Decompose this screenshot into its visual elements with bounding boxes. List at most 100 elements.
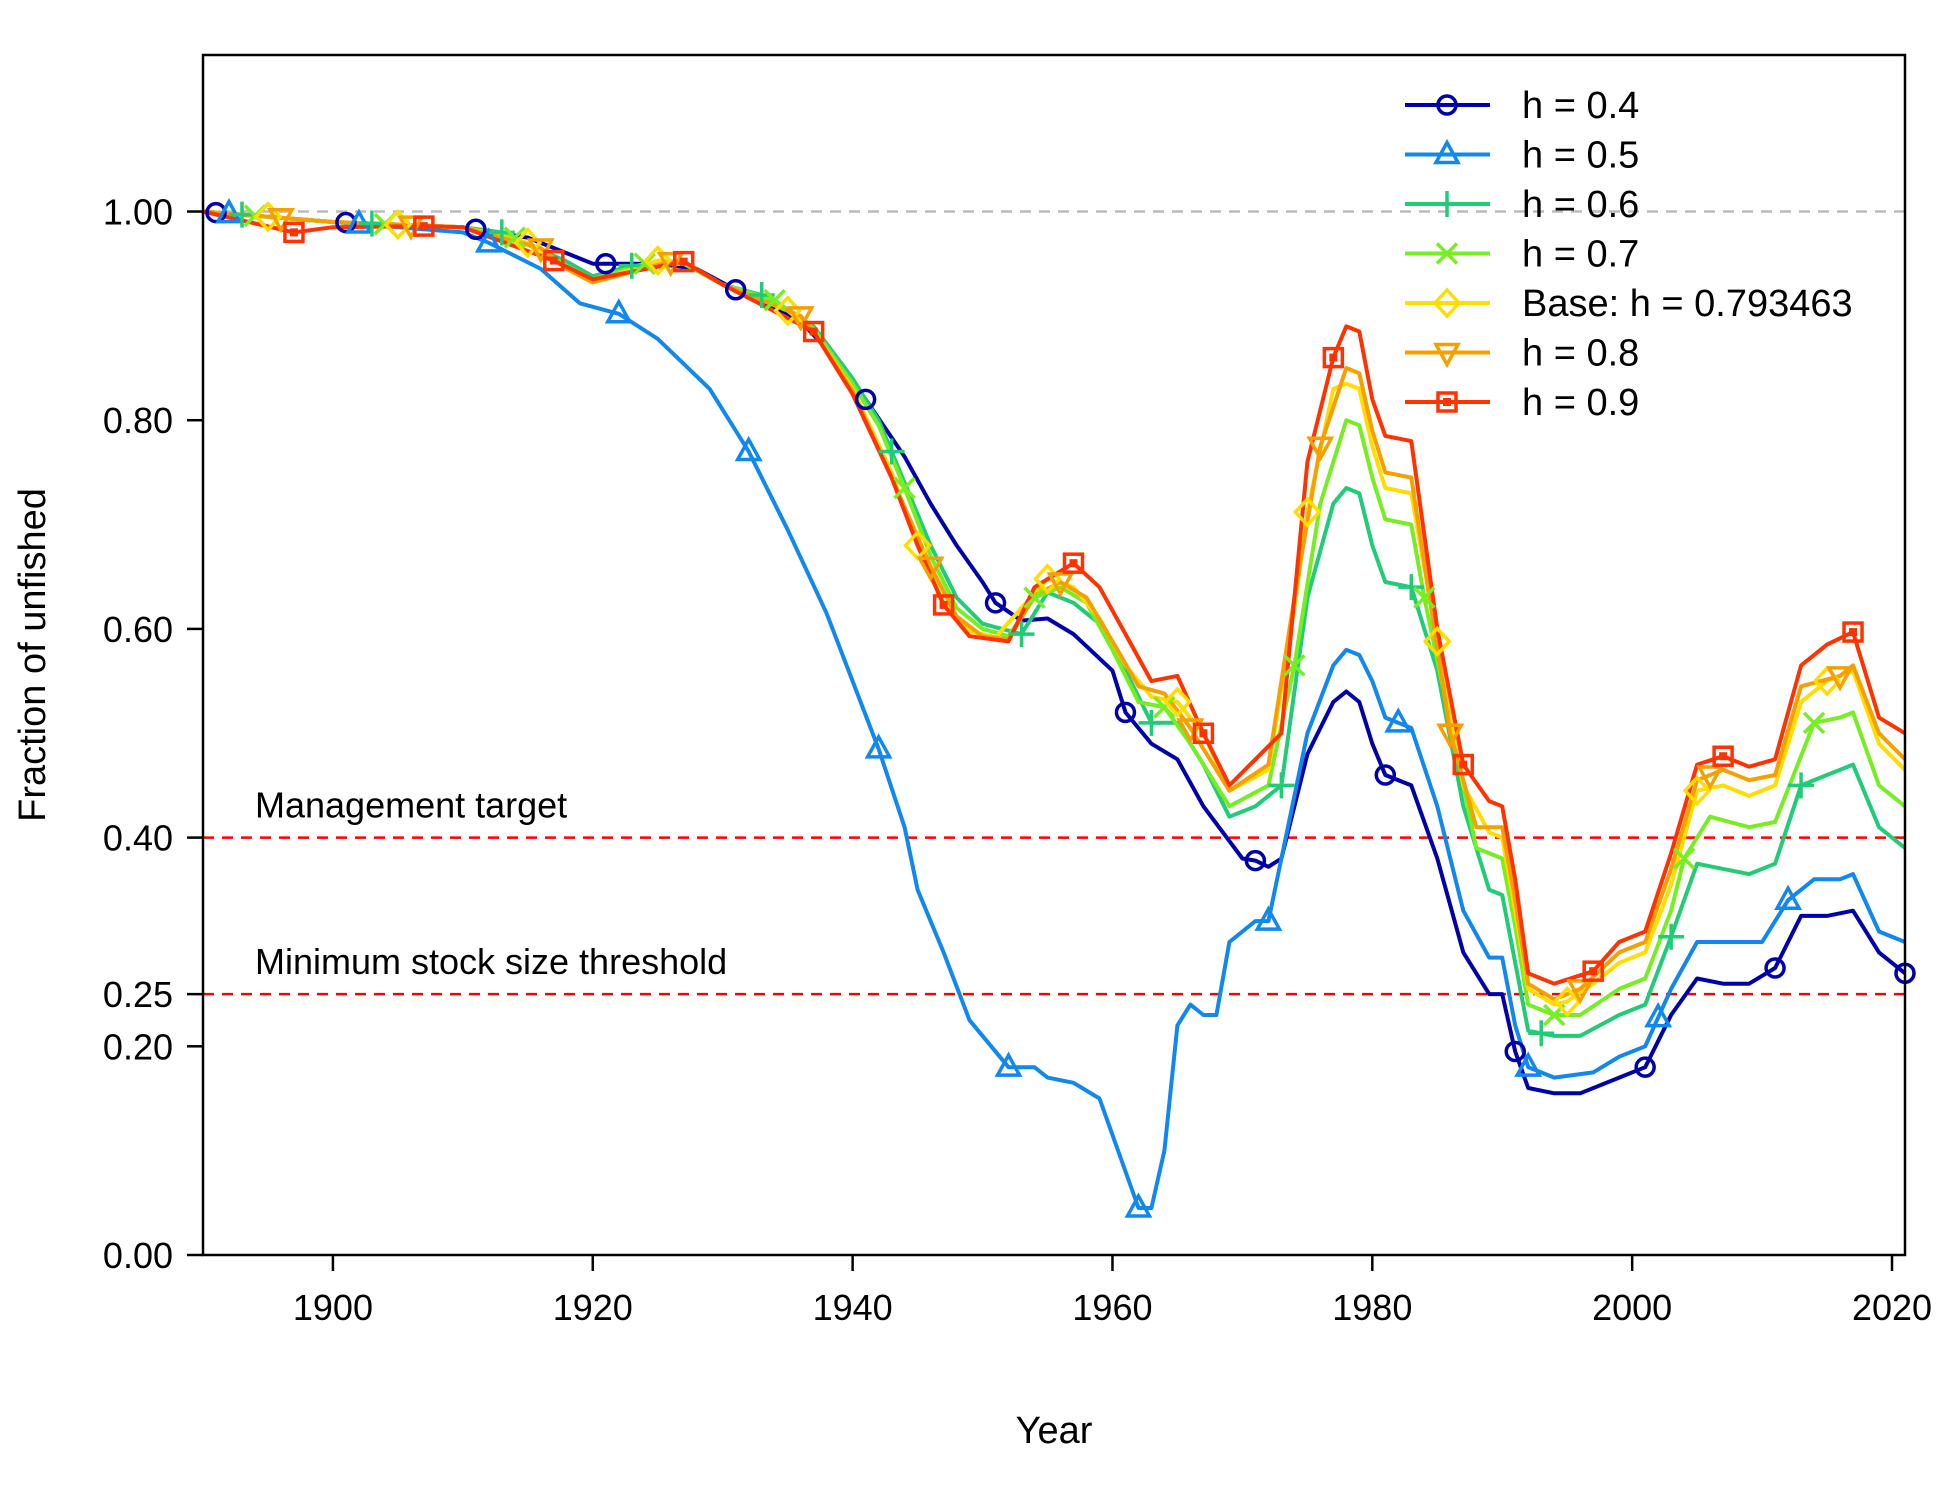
data-point-h-0-9-core	[809, 327, 818, 336]
data-point-h-0-5	[864, 733, 893, 759]
data-point-h-0-5	[1254, 905, 1283, 931]
y-axis-title: Fraction of unfished	[12, 488, 54, 822]
data-point-h-0-9-core	[289, 228, 298, 237]
x-tick-label: 1940	[813, 1287, 893, 1328]
data-point-h-0-4	[984, 592, 1007, 614]
legend-marker-h-0-4	[1436, 94, 1458, 116]
data-point-h-0-6	[1008, 621, 1035, 648]
data-point-h-0-8	[1046, 572, 1075, 598]
data-point-h-0-7	[1153, 695, 1176, 719]
data-point-h-0-4	[854, 388, 877, 411]
legend-label-h-0-6: h = 0.6	[1522, 184, 1639, 226]
legend-marker-h-0-9	[1436, 391, 1458, 413]
data-point-h-0-9-core	[1199, 729, 1208, 738]
data-point-h-0-6	[1528, 1020, 1555, 1047]
data-point-h-0-9	[1322, 346, 1345, 369]
data-point-h-0-9-core	[1459, 760, 1468, 769]
data-point-h-0-5	[474, 227, 503, 253]
y-tick-label: 0.40	[103, 818, 173, 859]
legend-marker-h-0-9-core	[1443, 398, 1451, 406]
data-point-h-0-6	[1268, 772, 1295, 799]
data-point-h-0-8	[266, 208, 295, 234]
data-point-h-0-9	[1842, 621, 1864, 643]
x-tick-label: 2020	[1852, 1287, 1932, 1328]
data-point-h-0-5	[1514, 1051, 1543, 1077]
data-point-h-0-5	[734, 435, 763, 462]
x-tick-label: 1900	[293, 1287, 373, 1328]
legend-marker-base-h-0-793463	[1432, 287, 1462, 319]
data-point-h-0-4	[595, 252, 617, 275]
y-tick-label: 0.80	[103, 400, 173, 441]
series-line-h-0-5	[202, 209, 1906, 1210]
data-point-h-0-6	[1788, 772, 1815, 799]
data-point-h-0-8	[1696, 765, 1725, 791]
data-point-base-h-0-793463	[1292, 496, 1322, 528]
data-point-h-0-9	[1452, 753, 1475, 776]
data-point-h-0-7	[1802, 711, 1826, 735]
legend-label-h-0-7: h = 0.7	[1522, 234, 1639, 276]
data-point-h-0-7	[1413, 586, 1436, 609]
data-point-h-0-5	[1124, 1192, 1153, 1218]
y-tick-label: 0.60	[103, 609, 173, 650]
legend-marker-h-0-5	[1433, 138, 1461, 165]
data-point-h-0-4	[465, 218, 487, 241]
data-point-h-0-9	[1712, 745, 1734, 767]
x-axis: 1900 1920 1940 1960 1980 2000 2020	[293, 1255, 1932, 1328]
data-point-h-0-6	[1658, 923, 1685, 950]
data-point-h-0-9-core	[1589, 967, 1598, 976]
legend-marker-h-0-8	[1433, 342, 1461, 369]
data-point-h-0-8	[1306, 436, 1335, 462]
data-point-h-0-9	[672, 250, 695, 273]
data-point-h-0-9	[283, 221, 305, 244]
data-point-h-0-9	[1062, 552, 1085, 574]
data-point-h-0-5	[604, 298, 633, 324]
data-point-h-0-6	[878, 438, 905, 465]
data-point-h-0-9-core	[1849, 628, 1858, 637]
y-axis: 0.00 0.20 0.25 0.40 0.60 0.80 1.00	[103, 192, 203, 1276]
data-point-h-0-9	[413, 215, 435, 237]
data-point-h-0-7	[1023, 586, 1046, 609]
data-point-h-0-7	[1672, 847, 1696, 870]
data-point-h-0-5	[1384, 707, 1413, 733]
y-tick-label: 0.00	[103, 1235, 173, 1276]
y-tick-label: 0.20	[103, 1026, 173, 1067]
data-point-h-0-9-core	[549, 256, 558, 265]
data-point-h-0-9-core	[679, 257, 688, 266]
data-point-h-0-4	[1374, 764, 1397, 786]
y-tick-label: 0.25	[103, 974, 173, 1015]
legend-marker-h-0-6	[1434, 191, 1460, 217]
data-point-h-0-5	[215, 197, 243, 224]
data-point-h-0-5	[1644, 1001, 1673, 1028]
data-point-base-h-0-793463	[1163, 686, 1192, 718]
data-point-base-h-0-793463	[383, 208, 413, 241]
y-tick-label: 1.00	[103, 192, 173, 233]
data-point-h-0-9-core	[1069, 559, 1078, 568]
data-point-h-0-8	[1436, 723, 1465, 749]
data-point-h-0-9	[802, 320, 825, 343]
data-point-h-0-6	[228, 201, 255, 228]
data-point-h-0-8	[1566, 979, 1595, 1005]
data-point-h-0-8	[916, 556, 945, 582]
data-point-h-0-4	[1634, 1056, 1656, 1078]
data-point-h-0-4	[205, 201, 227, 224]
data-point-h-0-9	[932, 594, 955, 616]
data-point-h-0-7	[503, 226, 527, 249]
data-point-h-0-6	[358, 210, 385, 237]
data-point-h-0-9-core	[939, 600, 948, 609]
plot-frame	[201, 53, 1907, 1257]
data-point-base-h-0-793463	[1552, 985, 1582, 1018]
data-point-h-0-5	[994, 1051, 1023, 1077]
series-line-h-0-9	[202, 209, 1907, 986]
data-point-base-h-0-793463	[1422, 625, 1452, 658]
legend-label-h-0-9: h = 0.9	[1522, 382, 1639, 424]
reference-labels: Management target Minimum stock size thre…	[255, 785, 727, 983]
data-point-h-0-4	[1244, 849, 1267, 872]
data-point-h-0-7	[893, 476, 916, 500]
legend-marker-h-0-7	[1435, 242, 1459, 265]
series-markers	[205, 197, 1916, 1218]
data-point-base-h-0-793463	[903, 529, 932, 562]
data-point-h-0-5	[1774, 884, 1803, 910]
data-point-h-0-9	[1582, 960, 1604, 982]
